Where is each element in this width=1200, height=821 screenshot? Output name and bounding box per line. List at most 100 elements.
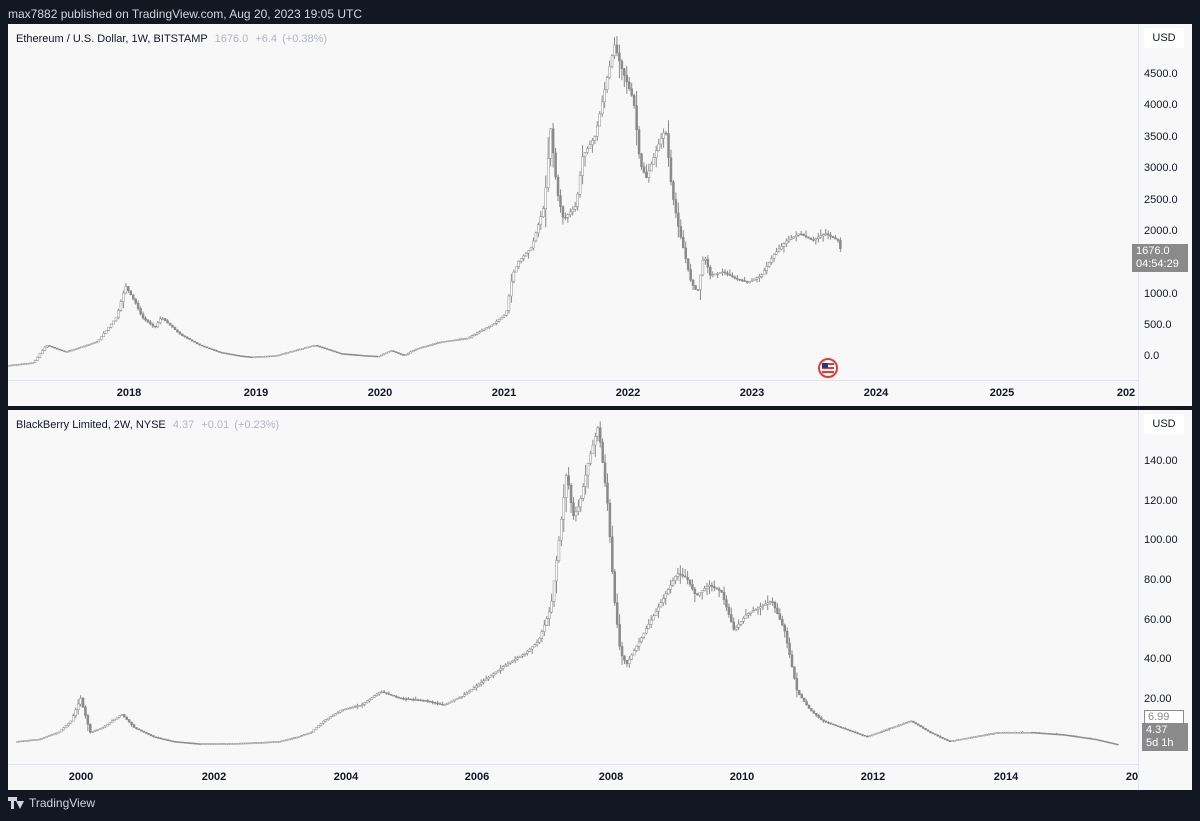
candle-body xyxy=(470,335,474,338)
candle-body xyxy=(1116,743,1119,746)
candle-body xyxy=(831,236,835,238)
candle-body xyxy=(1103,740,1107,743)
candle-body xyxy=(251,742,255,744)
candle-body xyxy=(543,624,546,632)
candle-body xyxy=(1069,735,1073,737)
candle-body xyxy=(513,658,517,661)
candle-body xyxy=(704,258,707,261)
candle-body xyxy=(285,739,289,741)
candle-body xyxy=(613,44,616,56)
ethereum-price-plot[interactable] xyxy=(8,24,1138,380)
candle-body xyxy=(65,351,69,353)
tradingview-footer[interactable]: TradingView xyxy=(8,796,95,810)
candle-body xyxy=(750,280,754,282)
candle-body xyxy=(819,717,823,721)
time-axis-label: 2023 xyxy=(739,387,765,399)
candle-body xyxy=(164,738,167,741)
candle-body xyxy=(297,736,301,738)
candle-body xyxy=(566,214,570,218)
candle-body xyxy=(738,278,741,281)
candle-body xyxy=(274,355,277,357)
candle-body xyxy=(559,195,562,207)
candle-body xyxy=(858,733,862,735)
time-axis-label: 2024 xyxy=(863,387,889,399)
candle-body xyxy=(26,362,29,365)
candle-body xyxy=(70,349,74,352)
candle-body xyxy=(578,175,582,195)
candle-body xyxy=(524,253,528,257)
candle-body xyxy=(1045,732,1049,735)
candle-body xyxy=(765,266,768,271)
candle-body xyxy=(72,715,75,722)
price-axis-label: 40.00 xyxy=(1144,653,1172,665)
candle-body xyxy=(262,356,265,358)
candle-body xyxy=(222,743,226,745)
candle-body xyxy=(637,129,641,155)
currency-button[interactable]: USD xyxy=(1144,28,1184,48)
candle-body xyxy=(709,266,712,276)
candle-body xyxy=(76,703,80,711)
candle-body xyxy=(373,695,376,698)
blackberry-chart-panel[interactable]: BlackBerry Limited, 2W, NYSE 4.37 +0.01 … xyxy=(8,410,1192,790)
candle-body xyxy=(152,735,155,738)
candle-body xyxy=(573,206,577,210)
candle-body xyxy=(80,346,83,349)
candle-body xyxy=(654,611,658,616)
tradingview-logo-icon xyxy=(8,797,24,809)
candle-body xyxy=(31,362,34,364)
us-flag-event-icon[interactable] xyxy=(818,358,838,378)
blackberry-price-plot[interactable] xyxy=(8,410,1138,764)
time-axis[interactable]: 2018 2019 2020 2021 2022 2023 2024 2025 … xyxy=(8,380,1138,406)
candle-body xyxy=(691,584,694,590)
candle-body xyxy=(794,235,798,237)
candle-body xyxy=(310,731,313,734)
candle-body xyxy=(23,363,27,365)
candle-body xyxy=(375,693,379,696)
candle-body xyxy=(790,237,793,240)
candle-body xyxy=(523,652,527,655)
candle-body xyxy=(873,733,876,736)
candle-body xyxy=(448,701,451,704)
candle-body xyxy=(112,320,115,325)
candle-body xyxy=(325,348,329,350)
ethereum-chart-panel[interactable]: Ethereum / U.S. Dollar, 1W, BITSTAMP 167… xyxy=(8,24,1192,406)
candle-body xyxy=(38,738,41,741)
candle-body xyxy=(458,697,461,699)
candle-body xyxy=(507,295,511,311)
candle-body xyxy=(193,340,196,343)
candle-body xyxy=(254,742,257,744)
candle-body xyxy=(934,733,937,736)
candle-body xyxy=(836,238,840,241)
candle-body xyxy=(755,277,759,280)
candle-body xyxy=(754,609,757,611)
candle-body xyxy=(880,731,884,733)
candle-body xyxy=(900,724,903,726)
candle-body xyxy=(104,330,108,334)
candle-body xyxy=(210,348,214,350)
time-axis[interactable]: 2000 2002 2004 2006 2008 2010 2012 2014 … xyxy=(8,764,1138,790)
currency-button[interactable]: USD xyxy=(1144,414,1184,434)
candle-body xyxy=(776,607,779,614)
candle-body xyxy=(142,730,145,733)
price-axis[interactable]: USD 4500.0 4000.0 3500.0 3000.0 2500.0 2… xyxy=(1138,24,1192,406)
candle-body xyxy=(318,345,322,348)
candle-body xyxy=(316,345,319,347)
candle-body xyxy=(98,728,102,730)
candle-body xyxy=(151,323,155,327)
candle-body xyxy=(82,345,86,348)
time-axis-label: 2010 xyxy=(729,771,755,783)
candle-body xyxy=(688,579,692,585)
candle-body xyxy=(298,348,302,351)
candle-body xyxy=(627,81,631,89)
candle-body xyxy=(135,727,138,729)
candle-body xyxy=(146,319,150,323)
candle-body xyxy=(154,736,158,739)
candle-body xyxy=(841,727,845,729)
candle-body xyxy=(530,646,534,650)
candle-body xyxy=(953,739,956,742)
candle-body xyxy=(235,354,238,357)
candle-body xyxy=(892,726,896,729)
candle-body xyxy=(567,475,570,486)
candle-body xyxy=(810,708,813,712)
candle-body xyxy=(134,298,137,304)
